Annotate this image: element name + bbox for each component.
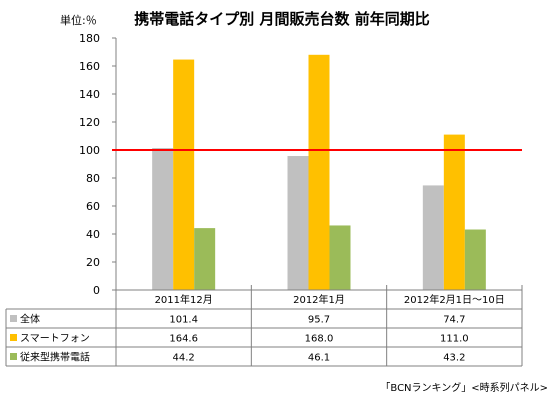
bar <box>194 228 216 290</box>
y-axis: 0 20 40 60 80 100 120 140 160 180 <box>79 32 100 297</box>
bar <box>287 156 309 290</box>
data-label: 101.4 <box>169 315 198 326</box>
y-tick-label: 100 <box>79 144 100 157</box>
legend-swatch <box>10 353 17 360</box>
category-label: 2012年2月1日～10日 <box>404 293 505 306</box>
bar <box>173 59 195 291</box>
bars <box>152 54 486 291</box>
bar <box>152 148 174 290</box>
category-label: 2012年1月 <box>293 293 345 306</box>
y-tick-label: 160 <box>79 60 100 73</box>
data-label: 168.0 <box>305 334 334 345</box>
bar <box>422 185 444 290</box>
legend-swatch <box>10 334 17 341</box>
legend-swatch <box>10 315 17 322</box>
y-tick-label: 60 <box>86 200 100 213</box>
unit-label: 単位:％ <box>60 13 97 27</box>
data-label: 74.7 <box>443 315 465 326</box>
chart-title: 携帯電話タイプ別 月間販売台数 前年同期比 <box>134 10 429 28</box>
legend-label: 従来型携帯電話 <box>20 351 90 364</box>
category-label: 2011年12月 <box>155 293 213 306</box>
data-label: 164.6 <box>169 334 198 345</box>
data-label: 111.0 <box>440 334 469 345</box>
data-label: 43.2 <box>443 353 465 364</box>
axis-lines <box>112 37 522 291</box>
y-tick-label: 180 <box>79 32 100 45</box>
legend-label: 全体 <box>20 313 40 326</box>
source-credit: 「BCNランキング」<時系列パネル> <box>380 381 548 394</box>
data-label: 95.7 <box>308 315 330 326</box>
y-tick-label: 140 <box>79 88 100 101</box>
legend-label: スマートフォン <box>20 334 90 345</box>
y-tick-label: 40 <box>86 228 100 241</box>
y-tick-label: 20 <box>86 256 100 269</box>
y-tick-label: 80 <box>86 172 100 185</box>
data-label: 46.1 <box>308 353 330 364</box>
y-tick-label: 0 <box>93 284 100 297</box>
bar <box>464 229 486 290</box>
bar <box>329 225 351 290</box>
y-tick-label: 120 <box>79 116 100 129</box>
data-label: 44.2 <box>173 353 195 364</box>
bar <box>308 54 330 290</box>
bar <box>443 134 465 290</box>
